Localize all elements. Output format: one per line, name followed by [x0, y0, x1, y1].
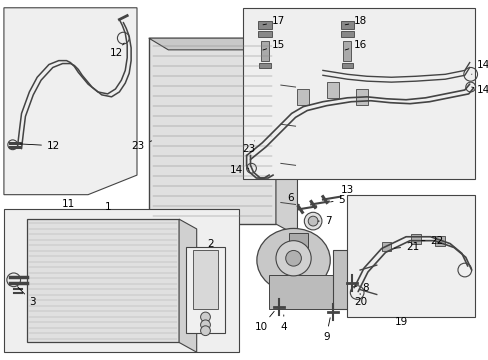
Text: 14: 14 — [471, 59, 488, 74]
Polygon shape — [275, 38, 297, 236]
Bar — [185, 247, 224, 333]
Text: 4: 4 — [280, 315, 286, 332]
Bar — [268, 275, 332, 309]
Text: 14: 14 — [229, 165, 248, 175]
Bar — [381, 242, 390, 251]
Text: 12: 12 — [20, 141, 60, 151]
Bar — [261, 41, 268, 60]
Bar — [340, 22, 353, 29]
Text: 16: 16 — [345, 40, 367, 50]
Bar — [410, 234, 420, 244]
Bar — [346, 195, 474, 317]
Bar — [340, 31, 353, 37]
Bar — [341, 63, 352, 68]
Text: 5: 5 — [330, 194, 345, 204]
Bar — [288, 233, 307, 251]
Text: 22: 22 — [421, 236, 443, 246]
Polygon shape — [4, 8, 137, 195]
Text: 9: 9 — [322, 318, 329, 342]
Text: 3: 3 — [18, 287, 36, 307]
Text: 21: 21 — [393, 242, 419, 252]
Circle shape — [285, 251, 301, 266]
Text: 8: 8 — [354, 283, 368, 293]
Text: 15: 15 — [263, 40, 285, 50]
Bar — [258, 22, 271, 29]
Text: 12: 12 — [109, 43, 124, 58]
Bar — [192, 251, 218, 309]
Ellipse shape — [256, 229, 329, 292]
Circle shape — [304, 212, 321, 230]
Bar — [332, 251, 359, 309]
Text: 13: 13 — [340, 185, 353, 195]
Circle shape — [200, 326, 210, 336]
Text: 7: 7 — [317, 216, 331, 226]
Circle shape — [200, 312, 210, 322]
Text: 18: 18 — [345, 17, 367, 27]
Text: 11: 11 — [62, 199, 75, 210]
Circle shape — [200, 320, 210, 330]
Bar — [359, 260, 374, 300]
Circle shape — [307, 216, 317, 226]
Text: 2: 2 — [207, 239, 214, 249]
Bar — [259, 63, 270, 68]
Bar — [326, 82, 338, 98]
Text: 20: 20 — [353, 293, 366, 307]
Bar — [435, 236, 445, 246]
Bar — [242, 8, 474, 179]
Text: 23: 23 — [131, 141, 151, 151]
Text: 1: 1 — [104, 202, 111, 212]
Polygon shape — [148, 38, 297, 50]
Bar — [27, 219, 179, 342]
Bar — [343, 41, 350, 60]
Text: 19: 19 — [394, 317, 407, 327]
Bar — [148, 38, 275, 224]
Bar — [258, 31, 271, 37]
Text: 6: 6 — [286, 193, 299, 205]
Circle shape — [275, 241, 310, 276]
Text: 23: 23 — [242, 141, 255, 154]
Bar — [4, 210, 238, 352]
Text: 10: 10 — [254, 311, 274, 332]
Bar — [297, 89, 308, 105]
Text: 14: 14 — [471, 85, 488, 95]
Polygon shape — [179, 219, 196, 352]
Text: 17: 17 — [263, 17, 285, 27]
Bar — [355, 89, 367, 105]
